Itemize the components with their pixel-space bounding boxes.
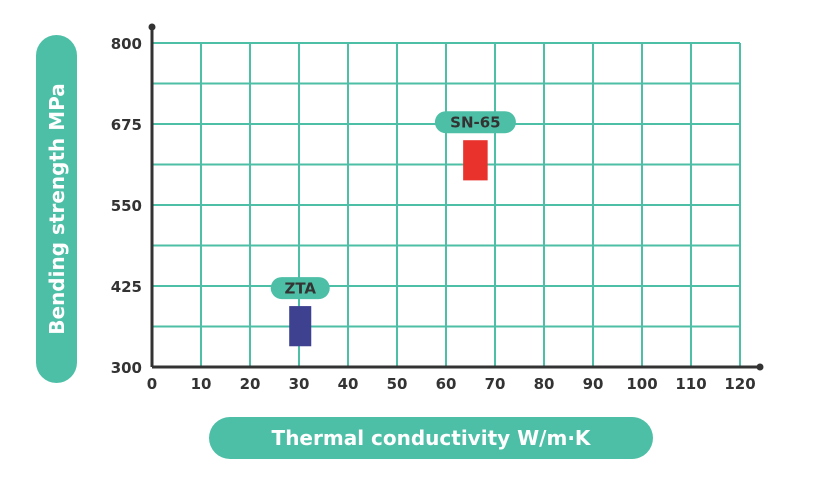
y-tick-labels: 300 425 550 675 800: [111, 35, 142, 377]
x-axis-label: Thermal conductivity W/m·K: [209, 417, 653, 459]
x-tick-label: 60: [436, 375, 457, 393]
range-bar-sn-65: [463, 140, 488, 181]
y-axis-label: Bending strength MPa: [36, 35, 77, 383]
series-label-pill: [434, 111, 516, 134]
series-label: SN-65: [450, 114, 500, 132]
x-axis-end-dot: [756, 363, 764, 371]
x-tick-label: 20: [240, 375, 261, 393]
x-tick-label: 90: [583, 375, 604, 393]
x-tick-label: 30: [289, 375, 310, 393]
x-tick-label: 70: [485, 375, 506, 393]
x-axis-label-text: Thermal conductivity W/m·K: [272, 426, 592, 450]
x-tick-label: 110: [675, 375, 706, 393]
x-tick-label: 120: [724, 375, 755, 393]
data-marks: ZTA SN-65: [270, 111, 516, 347]
axes: [148, 23, 764, 371]
grid: [152, 42, 741, 367]
x-tick-label: 50: [387, 375, 408, 393]
x-tick-label: 0: [147, 375, 157, 393]
series-label: ZTA: [284, 280, 316, 298]
x-tick-label: 40: [338, 375, 359, 393]
y-tick-label: 300: [111, 359, 142, 377]
y-tick-label: 425: [111, 278, 142, 296]
x-tick-label: 80: [534, 375, 555, 393]
y-axis-label-text: Bending strength MPa: [45, 83, 69, 334]
y-axis-end-dot: [148, 23, 156, 31]
range-bar-zta: [289, 306, 312, 347]
x-tick-label: 10: [191, 375, 212, 393]
y-tick-label: 800: [111, 35, 142, 53]
series-label-pill: [270, 277, 330, 300]
y-tick-label: 675: [111, 116, 142, 134]
y-tick-label: 550: [111, 197, 142, 215]
x-tick-labels: 0 10 20 30 40 50 60 70 80 90 100 110 120: [147, 375, 756, 393]
x-tick-label: 100: [626, 375, 657, 393]
